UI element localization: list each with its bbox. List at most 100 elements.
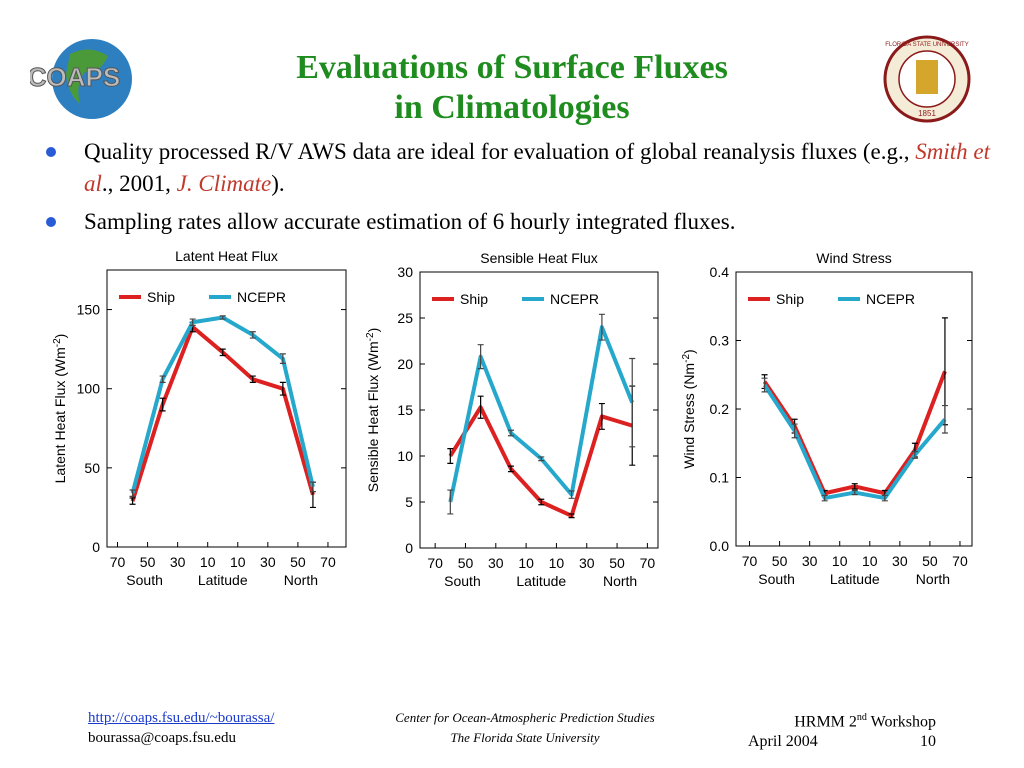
y-axis-label: Sensible Heat Flux (Wm-2) (365, 328, 381, 493)
y-label-sup: -2 (52, 338, 63, 347)
y-label-sup: -2 (365, 332, 376, 341)
error-bar (791, 423, 798, 439)
y-label-text: ) (681, 349, 697, 354)
error-bar (447, 448, 454, 464)
error-bar (629, 357, 636, 448)
event-sup: nd (856, 712, 867, 723)
error-bar (568, 513, 575, 519)
text: ., 2001, (101, 171, 177, 196)
error-bar (249, 331, 256, 339)
text: Sampling rates allow accurate estimation… (84, 209, 736, 234)
error-bar (477, 395, 484, 419)
x-tick-label: 70 (742, 553, 758, 569)
y-tick-label: 150 (77, 302, 101, 318)
slide-title: Evaluations of Surface Fluxes in Climato… (200, 48, 824, 128)
error-bar (447, 489, 454, 515)
x-tick-label: 10 (862, 553, 878, 569)
chart-title: Latent Heat Flux (175, 248, 278, 264)
plot-frame (735, 271, 973, 547)
y-tick-label: 0 (92, 539, 100, 555)
legend-label: Ship (776, 291, 804, 307)
error-bar (507, 429, 514, 437)
y-label-text: Sensible Heat Flux (Wm (365, 341, 381, 492)
series-line (762, 370, 947, 496)
x-tick-label: 50 (772, 553, 788, 569)
x-tick-label: 50 (458, 555, 474, 571)
email: bourassa@coaps.fsu.edu (88, 730, 236, 746)
y-tick-label: 0.0 (710, 538, 730, 554)
error-bar (129, 489, 136, 497)
seal-text: FLORIDA STATE UNIVERSITY (885, 42, 968, 48)
y-tick-label: 5 (405, 494, 413, 510)
title-line: in Climatologies (394, 89, 630, 126)
y-tick-label: 0.2 (710, 401, 730, 417)
legend-label: NCEPR (550, 291, 599, 307)
error-bar (598, 402, 605, 430)
x-tick-label: 50 (290, 554, 306, 570)
y-tick-label: 10 (397, 448, 413, 464)
x-tick-label: 10 (230, 554, 246, 570)
plot-frame (106, 269, 347, 548)
date: April 2004 (748, 733, 818, 751)
text: ). (271, 171, 285, 196)
y-tick-label: 0.1 (710, 470, 730, 486)
center-name: Center for Ocean-Atmospheric Prediction … (395, 710, 655, 725)
university: The Florida State University (450, 730, 600, 745)
error-bar (851, 483, 858, 490)
x-tick-label: 50 (922, 553, 938, 569)
y-tick-label: 25 (397, 310, 413, 326)
error-bar (821, 494, 828, 502)
error-bar (568, 490, 575, 499)
x-sublabel: South (758, 571, 795, 587)
y-label-sup: -2 (681, 354, 692, 363)
fsu-seal: FLORIDA STATE UNIVERSITY 1851 (883, 35, 971, 123)
x-tick-label: 30 (170, 554, 186, 570)
y-label-text: ) (52, 334, 68, 339)
x-sublabel: North (603, 573, 637, 589)
error-bar (851, 489, 858, 496)
x-tick-label: 30 (802, 553, 818, 569)
y-tick-label: 0.3 (710, 333, 730, 349)
footer-left: http://coaps.fsu.edu/~bourassa/ bourassa… (88, 708, 274, 748)
title-line: Evaluations of Surface Fluxes (296, 49, 728, 86)
error-bar (507, 465, 514, 473)
x-tick-label: 10 (200, 554, 216, 570)
logo-text: COAPS (30, 62, 120, 92)
legend-label: NCEPR (237, 289, 286, 305)
error-bar (911, 450, 918, 459)
x-tick-label: 10 (832, 553, 848, 569)
x-tick-label: 30 (579, 555, 595, 571)
event-text: Workshop (866, 713, 936, 731)
y-axis-label: Latent Heat Flux (Wm-2) (52, 334, 68, 484)
y-tick-label: 20 (397, 356, 413, 372)
seal-year: 1851 (918, 109, 936, 118)
torches (916, 60, 938, 94)
x-tick-label: 70 (952, 553, 968, 569)
legend-label: NCEPR (866, 291, 915, 307)
x-tick-label: 10 (518, 555, 534, 571)
x-tick-label: 70 (320, 554, 336, 570)
y-label-text: Latent Heat Flux (Wm (52, 347, 68, 483)
error-bar (941, 404, 948, 434)
error-bar (761, 377, 768, 393)
y-label-text: Wind Stress (Nm (681, 363, 697, 469)
error-bar (477, 344, 484, 370)
error-bar (538, 498, 545, 506)
footer-right: HRMM 2nd Workshop April 2004 10 (748, 708, 936, 752)
x-sublabel: North (916, 571, 950, 587)
x-tick-label: 70 (427, 555, 443, 571)
y-tick-label: 30 (397, 264, 413, 280)
chart-title: Sensible Heat Flux (480, 250, 598, 266)
x-tick-label: 10 (549, 555, 565, 571)
page-number: 10 (920, 733, 936, 751)
bullet-list: Quality processed R/V AWS data are ideal… (44, 136, 1004, 244)
x-sublabel: South (126, 572, 163, 588)
x-sublabel: Latitude (830, 571, 880, 587)
citation: Smith et al (84, 139, 990, 196)
chart-title: Wind Stress (816, 250, 891, 266)
legend-label: Ship (460, 291, 488, 307)
error-bar (598, 313, 605, 341)
url-link[interactable]: http://coaps.fsu.edu/~bourassa/ (88, 710, 275, 726)
